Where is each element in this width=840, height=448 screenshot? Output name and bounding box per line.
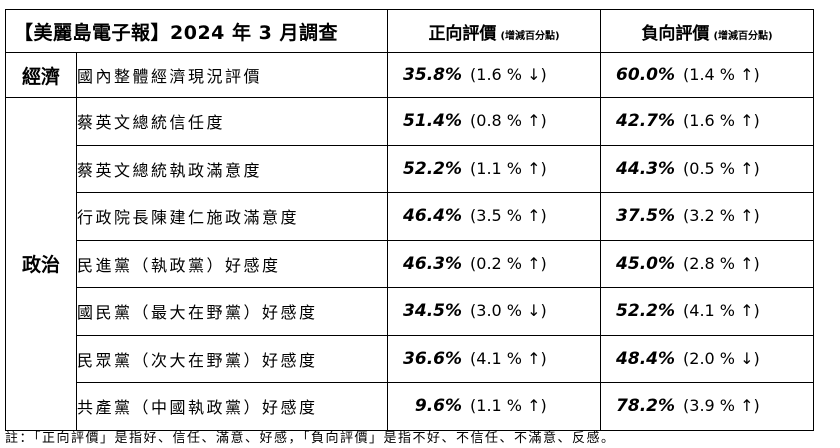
positive-change: (3.5 % ↑) xyxy=(470,206,547,226)
positive-change: (1.1 % ↑) xyxy=(470,158,547,178)
negative-cell: 52.2% (4.1 % ↑) xyxy=(600,287,815,336)
negative-cell: 44.3% (0.5 % ↑) xyxy=(600,144,815,193)
negative-change: (2.0 % ↓) xyxy=(683,348,760,368)
positive-header-note: (增減百分點) xyxy=(500,30,560,42)
negative-value: 42.7% xyxy=(616,111,676,132)
positive-change: (0.2 % ↑) xyxy=(470,253,547,273)
positive-change: (1.6 % ↓) xyxy=(470,65,547,84)
negative-change: (3.2 % ↑) xyxy=(683,206,760,226)
negative-cell: 37.5% (3.2 % ↑) xyxy=(600,192,815,241)
table-row: 民眾黨（次大在野黨）好感度 36.6% (4.1 % ↑) 48.4% (2.0 %… xyxy=(6,334,815,383)
negative-change: (4.1 % ↑) xyxy=(683,301,760,321)
positive-value: 51.4% xyxy=(403,111,463,132)
negative-value: 60.0% xyxy=(616,65,676,85)
positive-value: 34.5% xyxy=(403,301,463,322)
negative-header-label: 負向評價 xyxy=(641,23,710,44)
positive-cell: 9.6% (1.1 % ↑) xyxy=(387,382,602,431)
negative-cell: 60.0% (1.4 % ↑) xyxy=(600,52,815,98)
item-label: 蔡英文總統信任度 xyxy=(75,97,389,146)
positive-change: (0.8 % ↑) xyxy=(470,111,547,131)
negative-cell: 48.4% (2.0 % ↓) xyxy=(600,334,815,383)
positive-header-label: 正向評價 xyxy=(428,23,497,44)
header-row: 【美麗島電子報】2024 年 3 月調查 正向評價 (增減百分點) 負向評價 (增減… xyxy=(4,9,815,53)
table-row: 蔡英文總統執政滿意度 52.2% (1.1 % ↑) 44.3% (0.5 % ↑) xyxy=(6,144,815,193)
negative-value: 52.2% xyxy=(616,301,676,322)
positive-cell: 36.6% (4.1 % ↑) xyxy=(387,334,602,383)
positive-change: (1.1 % ↑) xyxy=(470,396,547,416)
negative-change: (1.6 % ↑) xyxy=(683,111,760,131)
negative-value: 48.4% xyxy=(616,348,676,369)
positive-change: (4.1 % ↑) xyxy=(470,348,547,368)
item-label: 行政院長陳建仁施政滿意度 xyxy=(75,192,389,241)
negative-value: 44.3% xyxy=(616,158,676,179)
negative-header: 負向評價 (增減百分點) xyxy=(600,9,815,53)
table-row: 共產黨（中國執政黨）好感度 9.6% (1.1 % ↑) 78.2% (3.9 % … xyxy=(6,382,815,431)
table-row: 民進黨（執政黨）好感度 46.3% (0.2 % ↑) 45.0% (2.8 % ↑… xyxy=(6,239,815,288)
positive-value: 52.2% xyxy=(403,158,463,179)
item-label: 國內整體經濟現況評價 xyxy=(75,52,389,98)
negative-change: (0.5 % ↑) xyxy=(683,158,760,178)
negative-cell: 78.2% (3.9 % ↑) xyxy=(600,382,815,431)
positive-cell: 34.5% (3.0 % ↓) xyxy=(387,287,602,336)
table-row: 國民黨（最大在野黨）好感度 34.5% (3.0 % ↓) 52.2% (4.1 %… xyxy=(6,287,815,336)
table-title: 【美麗島電子報】2024 年 3 月調查 xyxy=(4,9,389,53)
negative-change: (2.8 % ↑) xyxy=(683,253,760,273)
negative-header-note: (增減百分點) xyxy=(713,30,773,42)
negative-value: 78.2% xyxy=(616,396,676,417)
table-row: 行政院長陳建仁施政滿意度 46.4% (3.5 % ↑) 37.5% (3.2 % … xyxy=(6,192,815,241)
table-row: 經濟 國內整體經濟現況評價 35.8% (1.6 % ↓) 60.0% (1.4 %… xyxy=(5,52,815,98)
item-label: 國民黨（最大在野黨）好感度 xyxy=(75,287,389,336)
positive-change: (3.0 % ↓) xyxy=(470,301,547,321)
positive-value: 35.8% xyxy=(403,65,463,85)
item-label: 民眾黨（次大在野黨）好感度 xyxy=(75,334,389,383)
negative-cell: 42.7% (1.6 % ↑) xyxy=(600,97,815,146)
item-label: 民進黨（執政黨）好感度 xyxy=(75,239,389,288)
negative-change: (1.4 % ↑) xyxy=(683,65,760,84)
positive-header: 正向評價 (增減百分點) xyxy=(387,9,602,53)
negative-change: (3.9 % ↑) xyxy=(683,396,760,416)
positive-value: 46.4% xyxy=(403,206,463,227)
item-label: 共產黨（中國執政黨）好感度 xyxy=(75,382,389,431)
positive-cell: 46.4% (3.5 % ↑) xyxy=(387,192,602,241)
positive-value: 9.6% xyxy=(414,396,463,417)
positive-cell: 51.4% (0.8 % ↑) xyxy=(387,97,602,146)
positive-cell: 35.8% (1.6 % ↓) xyxy=(387,52,602,98)
positive-cell: 52.2% (1.1 % ↑) xyxy=(387,144,602,193)
item-label: 蔡英文總統執政滿意度 xyxy=(75,144,389,193)
survey-table: 【美麗島電子報】2024 年 3 月調查 正向評價 (增減百分點) 負向評價 (增減… xyxy=(4,9,815,431)
category-economy: 經濟 xyxy=(5,52,77,98)
category-politics: 政治 xyxy=(5,97,77,431)
negative-value: 45.0% xyxy=(616,253,676,274)
positive-value: 46.3% xyxy=(403,253,463,274)
footnote: 註：「正向評價」是指好、信任、滿意、好感，「負向評價」是指不好、不信任、不滿意、… xyxy=(5,431,616,446)
positive-value: 36.6% xyxy=(403,348,463,369)
table-row: 政治 蔡英文總統信任度 51.4% (0.8 % ↑) 42.7% (1.6 % ↑… xyxy=(5,97,815,431)
negative-cell: 45.0% (2.8 % ↑) xyxy=(600,239,815,288)
positive-cell: 46.3% (0.2 % ↑) xyxy=(387,239,602,288)
negative-value: 37.5% xyxy=(616,206,676,227)
